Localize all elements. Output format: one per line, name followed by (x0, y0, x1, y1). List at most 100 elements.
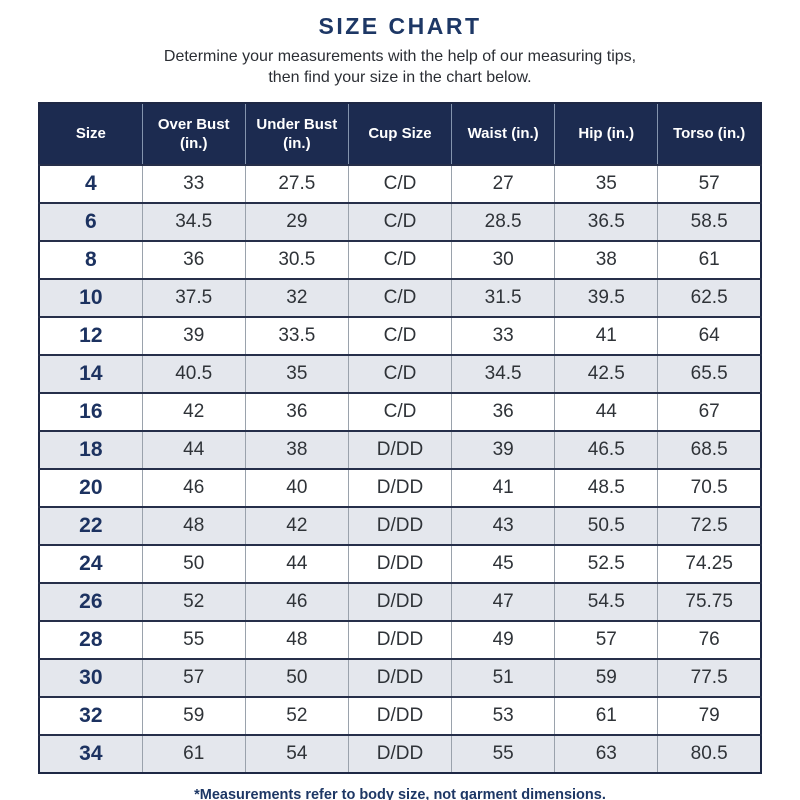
table-row: 6 34.5 29 C/D 28.5 36.5 58.5 (39, 202, 761, 242)
measurement-cell: 77.5 (657, 658, 761, 698)
measurement-cell: D/DD (347, 658, 452, 698)
measurement-cell: C/D (347, 278, 452, 318)
measurement-cell: 51 (451, 658, 555, 698)
table-row: 30 57 50 D/DD 51 59 77.5 (39, 658, 761, 698)
measurement-cell: 42.5 (554, 354, 658, 394)
measurement-cell: D/DD (347, 734, 452, 774)
measurement-cell: 31.5 (451, 278, 555, 318)
measurement-cell: 33 (141, 164, 246, 204)
measurement-cell: 44 (554, 392, 658, 432)
measurement-cell: 34.5 (451, 354, 555, 394)
measurement-cell: 57 (141, 658, 246, 698)
measurement-cell: 72.5 (657, 506, 761, 546)
column-header-size: Size (39, 103, 143, 166)
measurement-cell: 29 (244, 202, 349, 242)
table-row: 8 36 30.5 C/D 30 38 61 (39, 240, 761, 280)
measurement-cell: 49 (451, 620, 555, 660)
measurement-cell: 46 (141, 468, 246, 508)
measurement-cell: 59 (554, 658, 658, 698)
measurement-cell: 50 (141, 544, 246, 584)
measurement-cell: 55 (451, 734, 555, 774)
table-head: Size Over Bust (in.) Under Bust (in.) Cup S… (39, 103, 761, 166)
measurement-cell: 30 (451, 240, 555, 280)
measurement-cell: 67 (657, 392, 761, 432)
page-title: SIZE CHART (318, 13, 482, 39)
measurement-cell: 36.5 (554, 202, 658, 242)
measurement-cell: 74.25 (657, 544, 761, 584)
table-row: 34 61 54 D/DD 55 63 80.5 (39, 734, 761, 774)
measurement-cell: 42 (141, 392, 246, 432)
measurement-cell: 28.5 (451, 202, 555, 242)
measurement-cell: 52.5 (554, 544, 658, 584)
measurement-cell: 61 (141, 734, 246, 774)
measurement-cell: 76 (657, 620, 761, 660)
size-cell: 6 (39, 202, 143, 242)
measurement-cell: 64 (657, 316, 761, 356)
table-row: 10 37.5 32 C/D 31.5 39.5 62.5 (39, 278, 761, 318)
measurement-cell: 34.5 (141, 202, 246, 242)
measurement-cell: 79 (657, 696, 761, 736)
measurement-cell: 39.5 (554, 278, 658, 318)
size-cell: 20 (39, 468, 143, 508)
measurement-cell: C/D (347, 316, 452, 356)
measurement-cell: C/D (347, 164, 452, 204)
size-cell: 28 (39, 620, 143, 660)
size-cell: 4 (39, 164, 143, 204)
measurement-cell: D/DD (347, 544, 452, 584)
measurement-cell: D/DD (347, 582, 452, 622)
measurement-cell: C/D (347, 354, 452, 394)
measurement-cell: 46.5 (554, 430, 658, 470)
size-cell: 34 (39, 734, 143, 774)
measurement-cell: 44 (244, 544, 349, 584)
measurement-cell: 48.5 (554, 468, 658, 508)
measurement-cell: D/DD (347, 468, 452, 508)
measurement-cell: 54 (244, 734, 349, 774)
measurement-cell: 75.75 (657, 582, 761, 622)
column-header-under-bust-in: Under Bust (in.) (244, 103, 349, 166)
subtitle-line-2: then find your size in the chart below. (268, 69, 532, 87)
measurement-cell: 47 (451, 582, 555, 622)
measurement-cell: 38 (244, 430, 349, 470)
column-header-over-bust-in: Over Bust (in.) (141, 103, 246, 166)
column-header-torso-in: Torso (in.) (657, 103, 761, 166)
measurement-cell: 61 (554, 696, 658, 736)
measurement-cell: 39 (141, 316, 246, 356)
size-cell: 18 (39, 430, 143, 470)
subtitle-line-1: Determine your measurements with the hel… (163, 48, 637, 65)
size-chart-table: Size Over Bust (in.) Under Bust (in.) Cup S… (38, 102, 762, 775)
measurement-cell: D/DD (347, 506, 452, 546)
measurement-cell: 36 (141, 240, 246, 280)
measurement-cell: 50.5 (554, 506, 658, 546)
measurement-cell: 42 (244, 506, 349, 546)
measurement-cell: 40 (244, 468, 349, 508)
measurement-cell: 80.5 (657, 734, 761, 774)
size-cell: 14 (39, 354, 143, 394)
size-cell: 22 (39, 506, 143, 546)
size-cell: 8 (39, 240, 143, 280)
table-row: 14 40.5 35 C/D 34.5 42.5 65.5 (39, 354, 761, 394)
measurement-cell: C/D (347, 240, 452, 280)
measurement-cell: 57 (657, 164, 761, 204)
column-header-waist-in: Waist (in.) (451, 103, 555, 166)
measurement-cell: 38 (554, 240, 658, 280)
measurement-cell: 33.5 (244, 316, 349, 356)
size-cell: 26 (39, 582, 143, 622)
size-cell: 30 (39, 658, 143, 698)
table-row: 22 48 42 D/DD 43 50.5 72.5 (39, 506, 761, 546)
measurement-cell: 48 (141, 506, 246, 546)
table-row: 24 50 44 D/DD 45 52.5 74.25 (39, 544, 761, 584)
measurement-cell: 53 (451, 696, 555, 736)
size-cell: 32 (39, 696, 143, 736)
measurement-cell: 36 (244, 392, 349, 432)
measurement-cell: D/DD (347, 620, 452, 660)
table-row: 16 42 36 C/D 36 44 67 (39, 392, 761, 432)
size-cell: 12 (39, 316, 143, 356)
page-subtitle: Determine your measurements with the hel… (0, 46, 800, 88)
measurement-cell: 33 (451, 316, 555, 356)
measurement-cell: 40.5 (141, 354, 246, 394)
size-cell: 10 (39, 278, 143, 318)
measurement-cell: 41 (554, 316, 658, 356)
measurement-cell: 65.5 (657, 354, 761, 394)
measurement-cell: D/DD (347, 696, 452, 736)
